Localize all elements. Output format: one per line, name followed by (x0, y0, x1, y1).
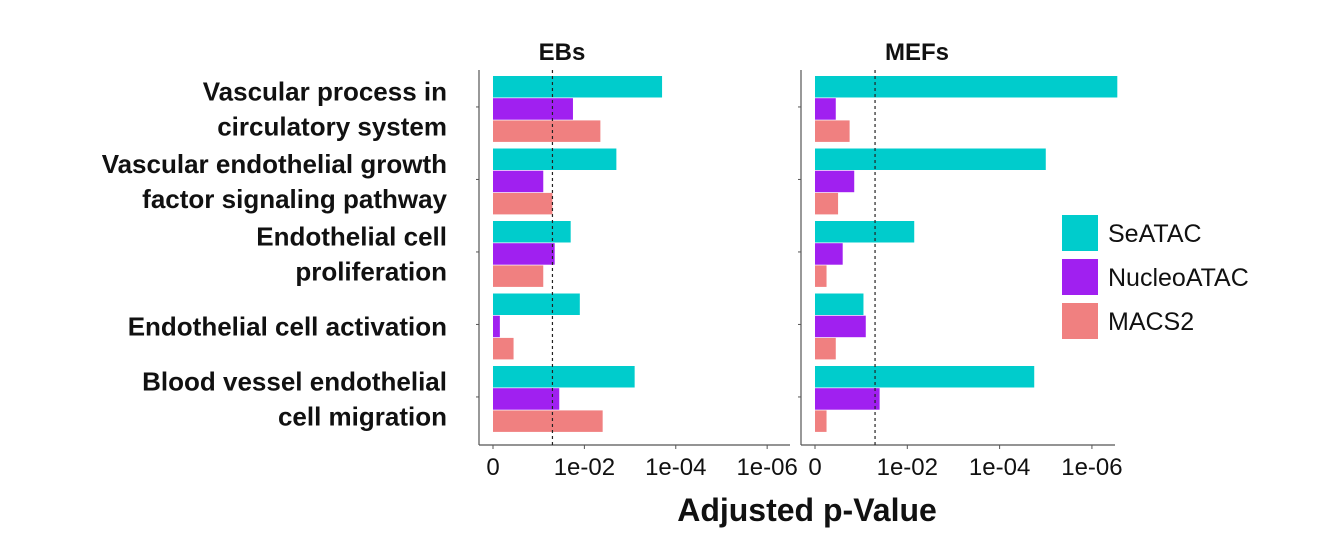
category-label-line: Endothelial cell activation (128, 311, 447, 341)
category-label: Vascular endothelial growth factor signal… (102, 149, 448, 214)
bar-macs2 (493, 192, 553, 215)
legend-label: SeATAC (1108, 220, 1202, 248)
bar-macs2 (815, 192, 839, 215)
category-label-line: circulatory system (217, 111, 447, 141)
x-tick-label: 1e-06 (1061, 454, 1122, 481)
bar-seatac (493, 366, 635, 388)
category-label-line: cell migration (278, 401, 447, 431)
bar-nucleoatac (493, 388, 560, 410)
bar-seatac (815, 76, 1118, 98)
x-tick-label: 1e-02 (877, 454, 938, 481)
legend-swatch-nucleoatac (1062, 259, 1098, 295)
category-label: Vascular process in circulatory system (203, 76, 447, 141)
legend-label: MACS2 (1108, 308, 1194, 336)
category-labels: Vascular process in circulatory systemVas… (102, 76, 448, 431)
category-label-line: Blood vessel endothelial (142, 366, 447, 396)
bar-seatac (493, 76, 663, 98)
bar-nucleoatac (815, 243, 843, 265)
bar-seatac (493, 293, 580, 315)
legend-swatch-seatac (1062, 215, 1098, 251)
bar-macs2 (815, 337, 836, 360)
category-label: Endothelial cell proliferation (256, 221, 447, 286)
legend-label: NucleoATAC (1108, 264, 1249, 292)
x-tick-label: 1e-04 (969, 454, 1030, 481)
bar-macs2 (493, 337, 514, 360)
x-tick-label: 0 (808, 454, 821, 481)
category-label-line: proliferation (295, 256, 447, 286)
legend-swatch-macs2 (1062, 303, 1098, 339)
bar-nucleoatac (493, 170, 544, 193)
x-tick-label: 1e-02 (554, 454, 615, 481)
bar-seatac (815, 293, 864, 315)
bar-macs2 (493, 410, 603, 432)
bar-macs2 (815, 410, 827, 432)
category-label: Endothelial cell activation (128, 311, 447, 341)
bar-macs2 (815, 265, 827, 287)
bar-nucleoatac (493, 243, 555, 265)
category-label-line: Vascular endothelial growth (102, 149, 447, 179)
panel-ebs: EBs 0 1e-02 1e-04 1e-06 (476, 39, 798, 481)
bar-seatac (493, 148, 617, 170)
bar-macs2 (493, 265, 544, 287)
category-label-line: Vascular process in (203, 76, 447, 106)
bar-macs2 (493, 120, 601, 142)
bar-nucleoatac (493, 315, 500, 338)
chart-panels: EBs 0 1e-02 1e-04 1e-06 MEFs 0 1e-02 1e-04 1e-06 (476, 39, 1123, 481)
bar-seatac (815, 221, 915, 243)
category-label-line: factor signaling pathway (142, 184, 447, 214)
bar-seatac (815, 366, 1035, 388)
bar-macs2 (815, 120, 850, 142)
x-tick-label: 1e-06 (736, 454, 797, 481)
x-axis-title: Adjusted p-Value (677, 492, 937, 528)
bar-nucleoatac (493, 98, 573, 120)
x-tick-label: 0 (486, 454, 499, 481)
bar-nucleoatac (815, 388, 880, 410)
x-tick-label: 1e-04 (645, 454, 706, 481)
panel-title: MEFs (885, 39, 949, 66)
panel-title: EBs (539, 39, 586, 66)
category-label: Blood vessel endothelial cell migration (142, 366, 447, 431)
bar-nucleoatac (815, 98, 836, 120)
bar-seatac (815, 148, 1046, 170)
bar-nucleoatac (815, 170, 855, 193)
category-label-line: Endothelial cell (256, 221, 447, 251)
bar-seatac (493, 221, 571, 243)
bar-nucleoatac (815, 315, 866, 338)
panel-mefs: MEFs 0 1e-02 1e-04 1e-06 (798, 39, 1123, 481)
legend: SeATAC NucleoATAC MACS2 (1062, 215, 1249, 339)
